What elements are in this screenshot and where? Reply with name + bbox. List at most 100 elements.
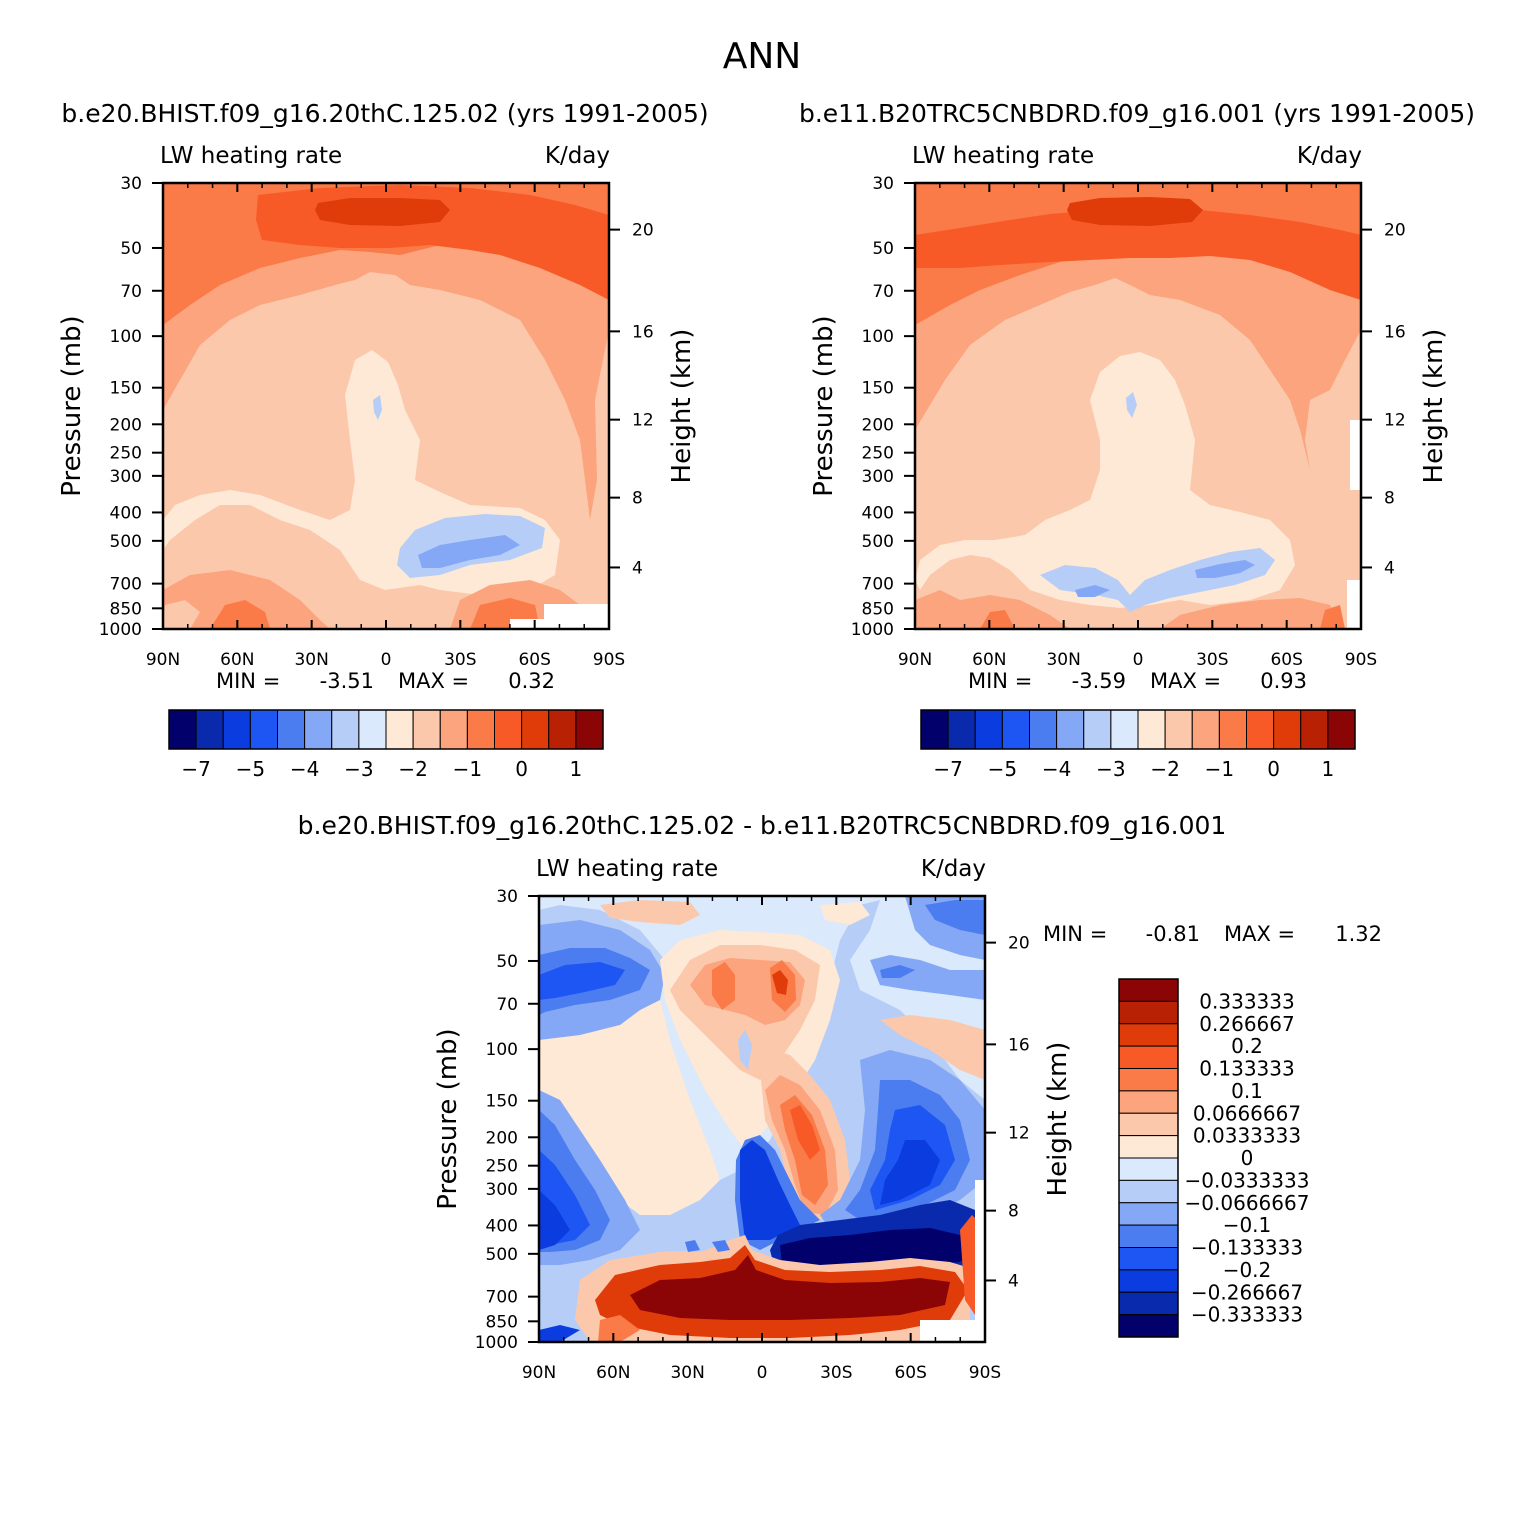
y-tick-label: 250 — [110, 444, 142, 464]
colorbar-swatch — [1218, 709, 1247, 750]
y-tick-label: 50 — [872, 239, 894, 259]
y-tick-label: 400 — [110, 503, 142, 523]
x-tick-label: 90S — [969, 1363, 1001, 1383]
panel-2-stats-min-value: -3.59 — [1072, 669, 1126, 693]
colorbar-swatch — [974, 709, 1003, 750]
panel-2-contour-band — [1040, 548, 1275, 612]
panel-2-contour-band — [1075, 585, 1110, 597]
y-tick-label: 200 — [862, 415, 894, 435]
panel-3-contour-band — [539, 1190, 570, 1250]
colorbar-swatch — [947, 709, 976, 750]
panel-1-y-axis-title: Pressure (mb) — [57, 315, 87, 496]
panel-2-contour-band — [1067, 197, 1203, 226]
colorbar-swatch — [1118, 1090, 1179, 1114]
colorbar-swatch — [466, 709, 495, 750]
colorbar-swatch — [1118, 1179, 1179, 1204]
panel-3-stats-max-label: MAX = — [1224, 922, 1295, 946]
colorbar-swatch — [1118, 1045, 1179, 1069]
panel-3-contour-band — [925, 900, 985, 935]
colorbar-swatch — [575, 709, 604, 750]
x-tick-label: 0 — [1133, 650, 1144, 670]
x-tick-label: 30N — [294, 650, 328, 670]
y-tick-label: 150 — [486, 1092, 518, 1112]
colorbar-tick-label: −0.0666667 — [1185, 1191, 1310, 1215]
x-tick-label: 30S — [1196, 650, 1228, 670]
y-tick-label: 400 — [862, 503, 894, 523]
colorbar-swatch — [1001, 709, 1030, 750]
colorbar-swatch — [548, 709, 577, 750]
y-tick-label: 30 — [120, 174, 142, 194]
x-tick-label: 90N — [522, 1363, 556, 1383]
colorbar-tick-label: −5 — [988, 757, 1017, 781]
panel-2-stats-min-label: MIN = — [968, 669, 1032, 693]
colorbar-swatch — [1110, 709, 1139, 750]
colorbar-tick-label: 1 — [1322, 757, 1335, 781]
y-tick-label: 50 — [496, 952, 518, 972]
panel-2-run-title: b.e11.B20TRC5CNBDRD.f09_g16.001 (yrs 199… — [799, 99, 1475, 128]
panel-3-contour-band — [539, 962, 625, 1000]
colorbar-swatch — [304, 709, 333, 750]
y-tick-label: 150 — [862, 379, 894, 399]
panel-3-axis-ticks: 90N 60N 30N 0 30S 60S 90S 30 50 70 100 150 200 250 300… — [475, 887, 1030, 1383]
panel-1-stats-min-value: -3.51 — [320, 669, 374, 693]
y-tick-label: 300 — [486, 1180, 518, 1200]
colorbar-frame — [168, 709, 604, 750]
x-tick-label: 90S — [1345, 650, 1377, 670]
y-tick-label: 50 — [120, 239, 142, 259]
colorbar-swatch — [1118, 1202, 1179, 1226]
x-tick-label: 90N — [898, 650, 932, 670]
panel-2-contour-field — [915, 183, 1361, 629]
y2-tick-label: 20 — [1008, 934, 1030, 954]
panel-2-contour-band — [915, 352, 1295, 608]
panel-3: b.e20.BHIST.f09_g16.20thC.125.02 - b.e11… — [298, 811, 1382, 1383]
y-tick-label: 850 — [110, 599, 142, 619]
colorbar-tick-label: −2 — [398, 757, 427, 781]
colorbar-tick-label: 0.0666667 — [1193, 1101, 1301, 1125]
colorbar-swatch — [1191, 709, 1220, 750]
panel-1-contour-band — [163, 570, 330, 629]
panel-1-contour-field — [163, 183, 609, 629]
colorbar-tick-label: −3 — [1096, 757, 1125, 781]
colorbar-tick-label: 0.2 — [1231, 1034, 1263, 1058]
colorbar-swatch — [1118, 1157, 1179, 1181]
panel-3-contour-band — [685, 1240, 700, 1252]
colorbar-swatch — [1118, 1247, 1179, 1271]
panel-3-contour-band — [772, 970, 788, 995]
panel-3-contour-band — [539, 1000, 720, 1215]
x-tick-label: 0 — [757, 1363, 768, 1383]
y-tick-label: 1000 — [475, 1333, 518, 1353]
colorbar-swatch — [1118, 1068, 1179, 1092]
y-tick-label: 500 — [110, 532, 142, 552]
y-tick-label: 500 — [862, 532, 894, 552]
y-tick-label: 250 — [486, 1157, 518, 1177]
colorbar-swatch — [439, 709, 468, 750]
panel-2-contour-band — [1320, 605, 1345, 629]
colorbar-tick-label: −0.333333 — [1191, 1303, 1303, 1327]
colorbar-swatch — [331, 709, 360, 750]
panel-3-contour-band — [630, 1255, 950, 1320]
panel-3-colorbar: 0.3333330.2666670.20.1333330.10.06666670… — [1118, 978, 1310, 1338]
panel-1-contour-band — [210, 600, 270, 629]
y2-tick-label: 12 — [1008, 1124, 1030, 1144]
panel-2-variable-label: LW heating rate — [912, 143, 1094, 169]
y2-tick-label: 20 — [1384, 221, 1406, 241]
panel-2-colorbar: −7 −5 −4 −3 −2 −1 0 1 — [920, 709, 1356, 781]
y2-tick-label: 16 — [632, 322, 654, 342]
x-tick-label: 90N — [146, 650, 180, 670]
colorbar-swatch — [222, 709, 251, 750]
y-tick-label: 100 — [486, 1040, 518, 1060]
x-tick-label: 30N — [1046, 650, 1080, 670]
colorbar-swatch — [1118, 1269, 1179, 1293]
panel-3-stats-min-value: -0.81 — [1146, 922, 1200, 946]
colorbar-tick-label: 0.1 — [1231, 1079, 1263, 1103]
colorbar-swatch — [1300, 709, 1329, 750]
colorbar-swatch — [1118, 1000, 1179, 1025]
x-tick-label: 60N — [596, 1363, 630, 1383]
y-tick-label: 700 — [110, 575, 142, 595]
panel-3-contour-band — [598, 1315, 640, 1342]
y-tick-label: 500 — [486, 1245, 518, 1265]
y-tick-label: 100 — [862, 327, 894, 347]
x-tick-label: 60S — [1270, 650, 1302, 670]
panel-2-y2-axis-title: Height (km) — [1419, 329, 1449, 484]
panel-3-run-title: b.e20.BHIST.f09_g16.20thC.125.02 - b.e11… — [298, 811, 1227, 840]
